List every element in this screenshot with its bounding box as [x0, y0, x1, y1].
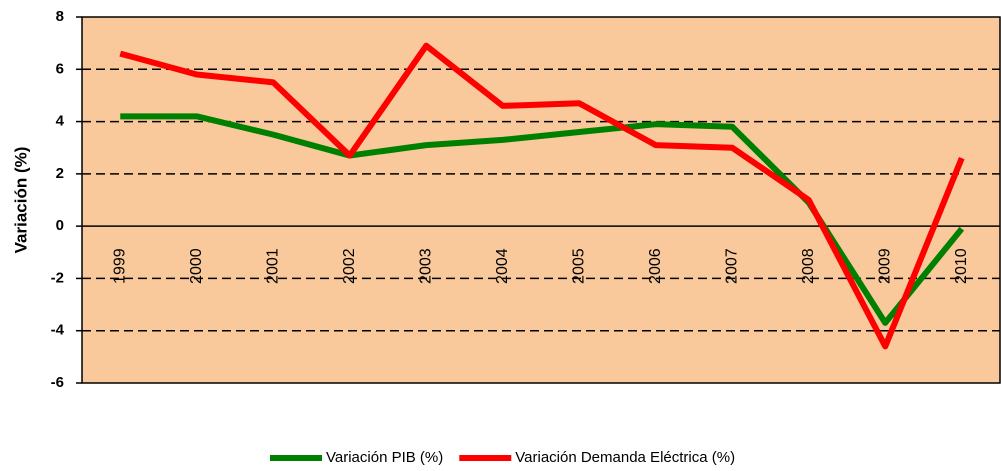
y-tick-label: -6 [51, 374, 64, 391]
x-tick-label: 2005 [570, 248, 587, 284]
data-line [119, 42, 965, 350]
x-tick-label: 2000 [188, 248, 205, 284]
x-tick-label: 2008 [800, 248, 817, 284]
x-tick-label: 2001 [264, 248, 281, 284]
x-tick-label: 2004 [494, 248, 511, 284]
legend-label: Variación PIB (%) [326, 449, 443, 466]
y-tick-label: 4 [56, 113, 65, 130]
x-tick-label: 2010 [953, 248, 970, 284]
x-tick-label: 2006 [647, 248, 664, 284]
x-tick-label: 1999 [111, 248, 128, 284]
y-tick-label: 6 [56, 60, 64, 77]
x-tick-label: 2007 [723, 248, 740, 284]
legend-label: Variación Demanda Eléctrica (%) [515, 449, 735, 466]
x-tick-label: 2009 [876, 248, 893, 284]
y-tick-label: -2 [51, 269, 64, 286]
plot-area [81, 16, 1001, 384]
y-tick-label: 0 [56, 217, 64, 234]
y-tick-label: 8 [56, 8, 64, 25]
y-tick-label: 2 [56, 165, 64, 182]
x-tick-label: 2003 [417, 248, 434, 284]
y-axis-label: Variación (%) [11, 147, 30, 254]
x-tick-label: 2002 [341, 248, 358, 284]
y-tick-label: -4 [51, 322, 65, 339]
